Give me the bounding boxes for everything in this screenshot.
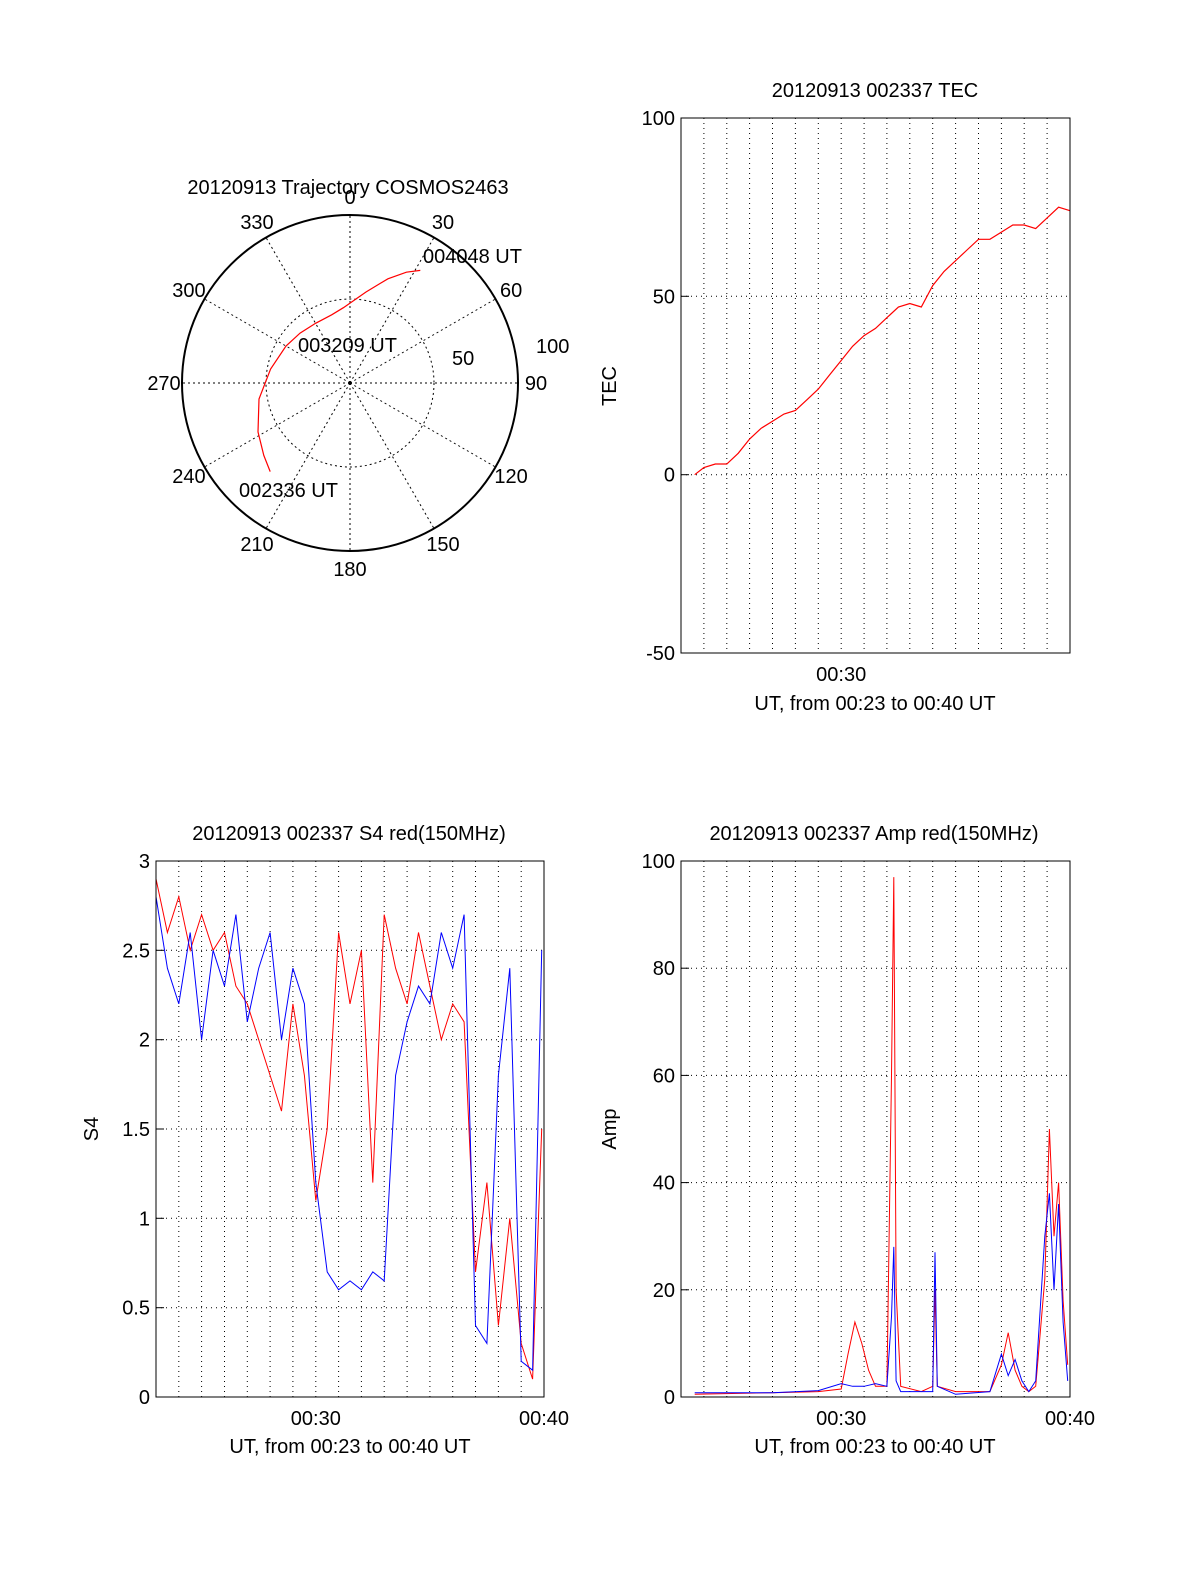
y-tick-label: 1 <box>139 1208 150 1230</box>
s4-plot-frame <box>155 860 545 1398</box>
y-tick-label: 0 <box>664 1387 675 1409</box>
polar-azimuth-label: 90 <box>525 373 547 395</box>
s4-grid <box>155 860 545 1398</box>
y-tick-label: 1.5 <box>122 1119 150 1141</box>
amp-title: 20120913 002337 Amp red(150MHz) <box>709 823 1038 845</box>
polar-spoke <box>265 382 351 529</box>
tec-x-tick-labels: 00:30 <box>816 664 866 686</box>
y-tick-label: 40 <box>653 1173 675 1195</box>
polar-azimuth-label: 300 <box>172 280 205 302</box>
polar-radial-tick-label: 50 <box>452 348 474 370</box>
y-tick-label: 2 <box>139 1030 150 1052</box>
polar-spoke <box>204 298 351 384</box>
polar-azimuth-label: 330 <box>240 212 273 234</box>
y-tick-label: 100 <box>642 851 675 873</box>
polar-outer-ring <box>181 214 519 552</box>
polar-spokes <box>182 215 518 551</box>
polar-spoke <box>265 237 351 384</box>
tec-series-line <box>694 206 1071 476</box>
x-tick-label: 00:40 <box>519 1408 569 1430</box>
polar-inner-ring <box>265 298 435 468</box>
tec-grid <box>680 117 1071 654</box>
polar-spoke <box>349 382 435 529</box>
polar-spoke <box>349 382 496 468</box>
amp-red-series-line <box>694 877 1069 1395</box>
x-tick-label: 00:30 <box>291 1408 341 1430</box>
y-tick-label: 3 <box>139 851 150 873</box>
polar-spoke <box>349 298 496 384</box>
trajectory-line <box>257 269 421 472</box>
amp-blue-series-line <box>694 1193 1069 1395</box>
y-tick-label: 60 <box>653 1065 675 1087</box>
polar-spoke <box>204 382 351 468</box>
tec-title: 20120913 002337 TEC <box>772 80 978 102</box>
amp-x-tick-labels: 00:30 00:40 <box>816 1408 1095 1430</box>
polar-panel: 20120913 Trajectory COSMOS2463 0 30 60 90 12… <box>147 177 569 581</box>
amp-panel: 20120913 002337 Amp red(150MHz) 100 80 60 4… <box>599 823 1095 1458</box>
polar-azimuth-label: 60 <box>500 280 522 302</box>
amp-y-tick-labels: 100 80 60 40 20 0 <box>642 851 675 1409</box>
tec-plot-frame <box>680 117 1071 654</box>
y-tick-label: 0 <box>139 1387 150 1409</box>
trajectory-annotation: 002336 UT <box>239 480 338 502</box>
tec-y-tick-labels: 100 50 0 -50 <box>642 108 675 665</box>
polar-azimuth-label: 180 <box>333 559 366 581</box>
x-tick-label: 00:30 <box>816 1408 866 1430</box>
y-tick-label: 80 <box>653 958 675 980</box>
s4-panel: 20120913 002337 S4 red(150MHz) 3 2.5 2 1.5 1… <box>81 823 569 1458</box>
polar-azimuth-label: 0 <box>344 187 355 209</box>
s4-blue-series-line <box>155 896 543 1372</box>
s4-red-series-line <box>155 878 543 1380</box>
s4-y-tick-labels: 3 2.5 2 1.5 1 0.5 0 <box>122 851 150 1409</box>
polar-azimuth-label: 30 <box>432 212 454 234</box>
polar-spoke <box>349 237 435 384</box>
tec-x-axis-label: UT, from 00:23 to 00:40 UT <box>754 693 995 715</box>
polar-title: 20120913 Trajectory COSMOS2463 <box>187 177 508 199</box>
y-tick-label: 0.5 <box>122 1298 150 1320</box>
trajectory-annotation: 003209 UT <box>298 335 397 357</box>
amp-x-axis-label: UT, from 00:23 to 00:40 UT <box>754 1436 995 1458</box>
polar-azimuth-label: 150 <box>426 534 459 556</box>
s4-title: 20120913 002337 S4 red(150MHz) <box>192 823 506 845</box>
y-tick-label: 100 <box>642 108 675 130</box>
y-tick-label: 20 <box>653 1280 675 1302</box>
amp-y-axis-label: Amp <box>599 1108 621 1149</box>
polar-radial-tick-label: 100 <box>536 336 569 358</box>
s4-x-tick-labels: 00:30 00:40 <box>291 1408 569 1430</box>
trajectory-annotation: 004048 UT <box>423 246 522 268</box>
y-tick-label: 0 <box>664 465 675 487</box>
y-tick-label: -50 <box>646 643 675 665</box>
x-tick-label: 00:40 <box>1045 1408 1095 1430</box>
polar-azimuth-label: 120 <box>494 466 527 488</box>
x-tick-label: 00:30 <box>816 664 866 686</box>
polar-azimuth-label: 240 <box>172 466 205 488</box>
s4-y-axis-label: S4 <box>81 1117 103 1141</box>
polar-azimuth-label: 210 <box>240 534 273 556</box>
amp-grid <box>680 860 1071 1398</box>
polar-azimuth-labels: 0 30 60 90 120 150 180 210 240 270 300 330 <box>147 187 547 581</box>
y-tick-label: 50 <box>653 286 675 308</box>
y-tick-label: 2.5 <box>122 940 150 962</box>
polar-azimuth-label: 270 <box>147 373 180 395</box>
tec-y-axis-label: TEC <box>599 366 621 406</box>
amp-plot-frame <box>680 860 1071 1398</box>
s4-x-axis-label: UT, from 00:23 to 00:40 UT <box>229 1436 470 1458</box>
